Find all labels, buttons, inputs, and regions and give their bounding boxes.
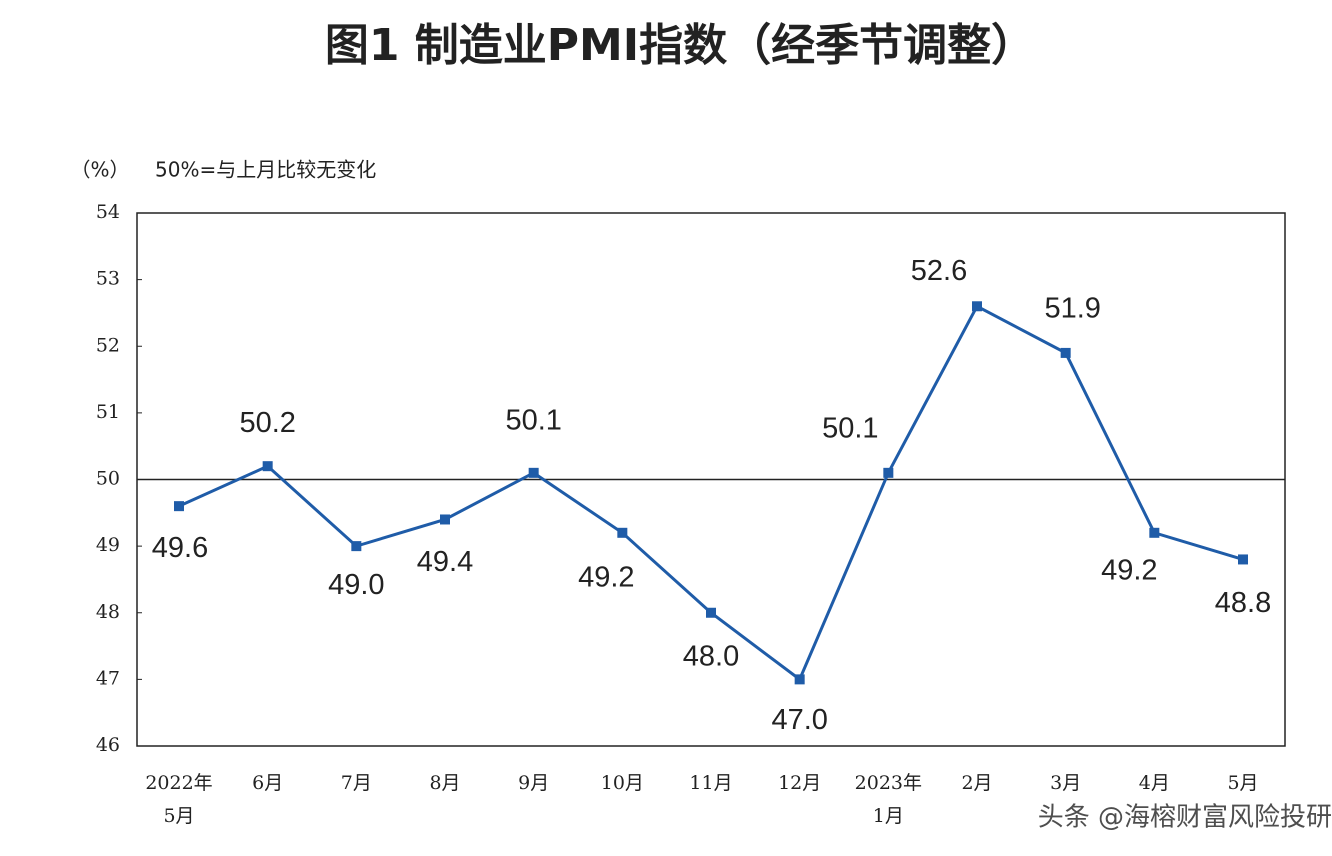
chart-title: 图1 制造业PMI指数（经季节调整） xyxy=(325,20,1035,71)
x-tick-label: 2月 xyxy=(961,772,992,794)
series-line xyxy=(178,304,1244,682)
value-label: 49.2 xyxy=(578,561,634,593)
data-point xyxy=(706,607,716,618)
value-label: 51.9 xyxy=(1044,293,1100,325)
y-tick-label: 46 xyxy=(96,734,120,756)
y-tick-label: 50 xyxy=(96,468,120,490)
data-point xyxy=(1060,347,1071,358)
x-tick-label: 3月 xyxy=(1050,772,1081,794)
x-tick-label: 4月 xyxy=(1139,772,1170,794)
data-point xyxy=(883,467,894,478)
data-point xyxy=(174,501,184,512)
data-point xyxy=(1238,554,1248,565)
x-tick-label: 6月 xyxy=(252,772,283,794)
data-point xyxy=(528,467,539,478)
value-label: 50.1 xyxy=(505,404,561,436)
data-point xyxy=(794,674,805,685)
x-tick-label-line: 5月 xyxy=(163,805,194,827)
y-tick-label: 52 xyxy=(96,334,120,356)
y-unit: （%） xyxy=(70,158,129,182)
value-label: 48.0 xyxy=(683,640,739,672)
x-tick-label-line: 2023年 xyxy=(855,772,922,794)
data-point xyxy=(972,301,982,312)
x-tick-label: 9月 xyxy=(518,772,549,794)
y-tick-label: 47 xyxy=(96,667,120,689)
x-tick-label-line: 2022年 xyxy=(145,772,212,794)
value-label: 47.0 xyxy=(771,704,827,736)
value-label: 49.6 xyxy=(152,532,208,564)
y-tick-label: 53 xyxy=(96,268,120,290)
value-label: 50.2 xyxy=(239,407,295,439)
value-label: 49.0 xyxy=(328,569,384,601)
x-tick-label: 5月 xyxy=(1227,772,1258,794)
data-point xyxy=(617,527,628,538)
watermark: 头条 @海榕财富风险投研 xyxy=(1038,803,1332,833)
x-tick-label: 12月 xyxy=(778,772,821,794)
y-tick-label: 51 xyxy=(96,401,120,423)
x-tick-label: 10月 xyxy=(601,772,644,794)
x-tick-label: 8月 xyxy=(429,772,460,794)
data-point xyxy=(262,461,273,472)
x-tick-label: 11月 xyxy=(689,772,732,794)
x-tick-label: 7月 xyxy=(341,772,372,794)
data-point xyxy=(1149,527,1160,538)
value-label: 49.4 xyxy=(417,546,473,578)
value-label: 49.2 xyxy=(1101,554,1157,586)
y-tick-label: 54 xyxy=(96,201,120,223)
y-tick-label: 49 xyxy=(96,534,120,556)
value-label: 50.1 xyxy=(822,412,878,444)
value-label: 48.8 xyxy=(1215,587,1271,619)
annotation: 50%=与上月比较无变化 xyxy=(155,158,376,182)
x-tick-label-line: 1月 xyxy=(873,805,904,827)
y-tick-label: 48 xyxy=(96,601,120,623)
value-label: 52.6 xyxy=(911,255,967,287)
data-point xyxy=(351,541,362,552)
data-point xyxy=(440,514,450,525)
x-tick-label: 2022年 5月 xyxy=(145,772,212,827)
x-tick-label: 2023年 1月 xyxy=(855,772,922,827)
